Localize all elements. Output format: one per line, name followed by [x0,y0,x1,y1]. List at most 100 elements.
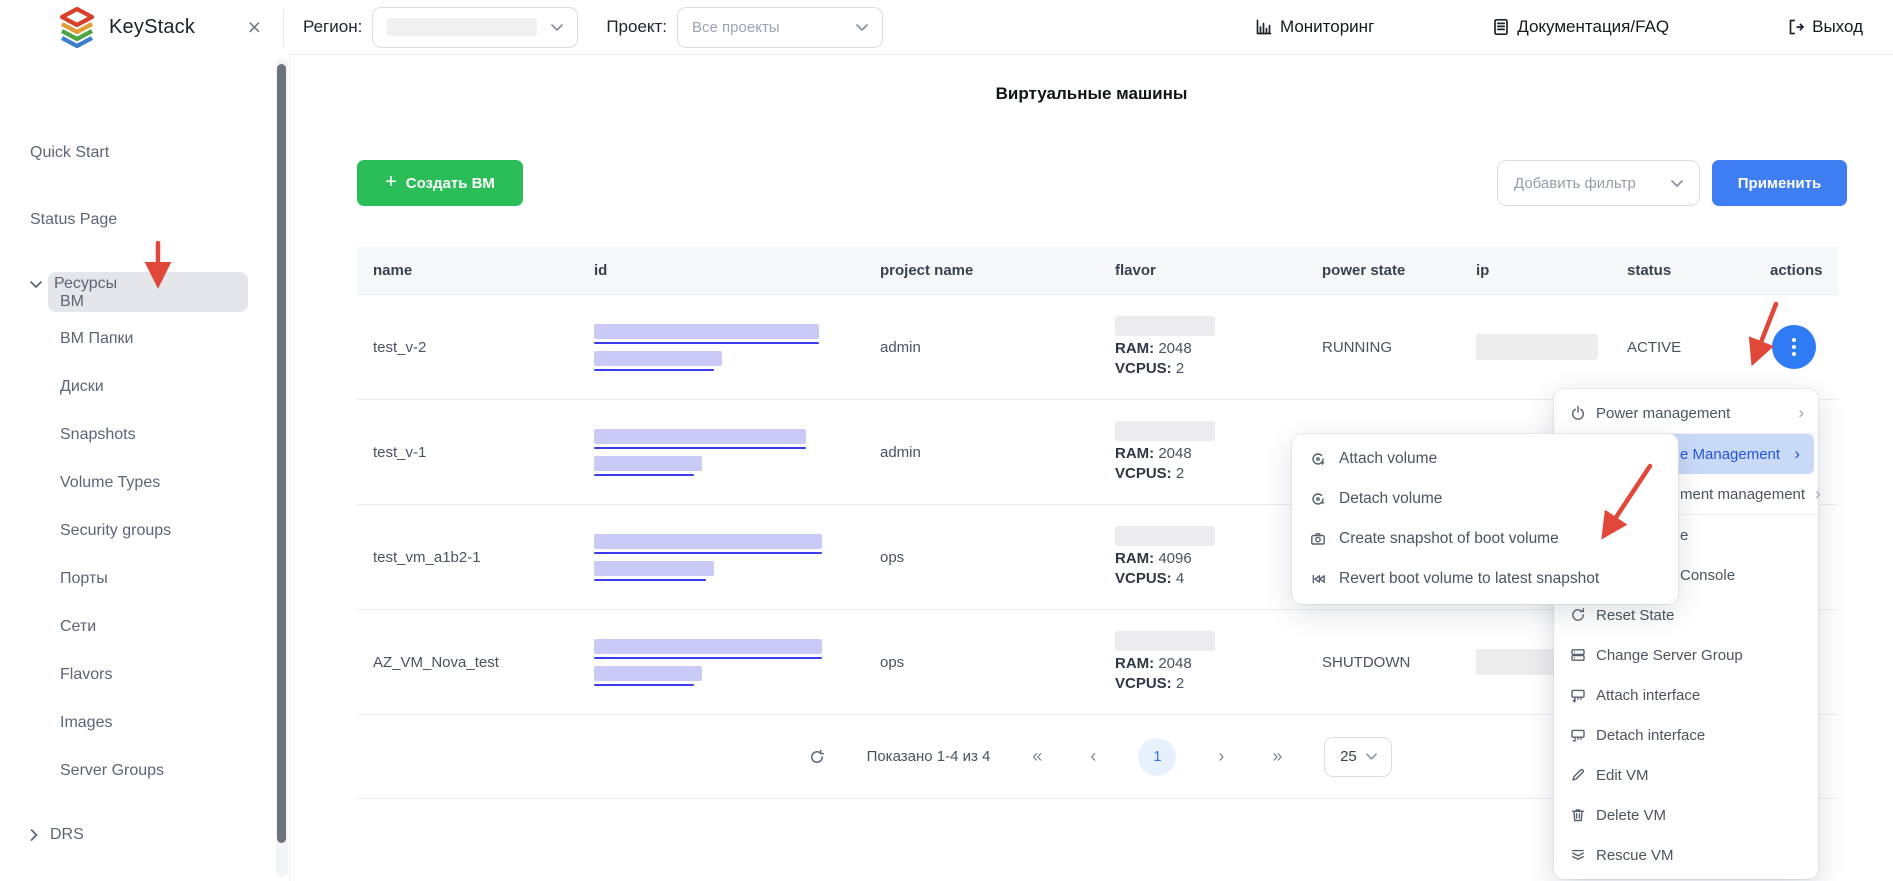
vm-id-link-redacted[interactable] [594,323,864,344]
pagination-current-page[interactable]: 1 [1138,737,1177,776]
menu-item-hidden[interactable]: e [1554,515,1818,555]
brand-name: KeyStack [109,15,196,38]
chevron-down-icon [30,280,42,288]
vm-id-link-redacted[interactable] [594,638,864,659]
sidebar-group-drs[interactable]: DRS [30,826,84,844]
nav-docs-label: Документация/FAQ [1517,17,1670,36]
sidebar-item-label: Images [60,714,113,731]
chevron-right-icon: › [1815,484,1821,503]
sidebar-group-resources[interactable]: Ресурсы [30,275,117,293]
menu-item-attach-interface[interactable]: Attach interface [1554,675,1818,715]
sidebar-item-images[interactable]: Images [60,714,112,732]
sidebar-item-quick-start[interactable]: Quick Start [30,144,109,162]
vm-power-state: RUNNING [1322,338,1392,356]
nav-logout[interactable]: Выход [1787,17,1863,37]
submenu-item-label: Detach volume [1339,490,1443,507]
region-select[interactable] [372,6,579,48]
sidebar-scrollbar-thumb[interactable] [277,64,286,843]
vm-id-link-redacted[interactable] [594,560,864,581]
col-power-state: power state [1322,262,1406,279]
menu-item-edit-vm[interactable]: Edit VM [1554,755,1818,795]
apply-button[interactable]: Применить [1712,160,1847,206]
vm-id-link-redacted[interactable] [594,665,864,686]
menu-item-change-server-group[interactable]: Change Server Group [1554,635,1818,675]
chevron-right-icon: › [1798,403,1804,422]
vm-power-state: SHUTDOWN [1322,653,1411,671]
menu-item-label: e Management [1680,445,1781,463]
vm-id-link-redacted[interactable] [594,428,864,449]
menu-item-label: Console [1680,566,1736,584]
sidebar-item-flavors[interactable]: Flavors [60,666,112,684]
region-value-redacted [387,18,538,36]
sidebar-item-vm[interactable]: ВМ [60,282,84,322]
sidebar-item-ports[interactable]: Порты [60,570,108,588]
power-icon [1572,405,1584,420]
network-card-minus-icon [1571,729,1585,742]
row-actions-button[interactable] [1772,325,1816,369]
menu-item-label: ment management [1680,485,1806,503]
flavor-name-redacted [1115,630,1215,651]
menu-item-label: Change Server Group [1596,646,1743,664]
vm-project: ops [880,653,905,671]
sidebar-item-disks[interactable]: Диски [60,378,104,396]
close-icon[interactable]: × [247,13,261,40]
sidebar-item-snapshots[interactable]: Snapshots [60,426,136,444]
submenu-item-label: Create snapshot of boot volume [1339,530,1559,547]
submenu-item-revert-snapshot[interactable]: Revert boot volume to latest snapshot [1292,559,1678,599]
page-title: Виртуальные машины [995,84,1188,103]
nav-monitoring[interactable]: Мониторинг [1255,17,1374,37]
col-flavor: flavor [1115,262,1156,279]
col-id: id [594,262,608,279]
submenu-item-detach-volume[interactable]: Detach volume [1292,479,1678,519]
menu-item-detach-interface[interactable]: Detach interface [1554,715,1818,755]
col-name: name [373,262,413,279]
project-select-value: Все проекты [692,18,780,36]
pagination-first-button[interactable]: « [1026,745,1048,768]
sidebar-scrollbar[interactable] [276,58,288,877]
nav-monitoring-label: Мониторинг [1279,17,1375,36]
submenu-item-create-snapshot[interactable]: Create snapshot of boot volume [1292,519,1678,559]
submenu-item-attach-volume[interactable]: Attach volume [1292,439,1678,479]
vm-flavor-cell: RAM: 2048 VCPUS: 2 [1099,420,1306,484]
create-vm-button[interactable]: + Создать ВМ [357,160,523,206]
sidebar-item-vm-folders[interactable]: ВМ Папки [60,330,133,348]
menu-item-deployment-management[interactable]: ment management › [1554,474,1821,514]
menu-item-rescue-vm[interactable]: Rescue VM [1554,835,1818,875]
vm-id-link-redacted[interactable] [594,533,864,554]
menu-item-power-management[interactable]: Power management › [1554,393,1818,433]
sidebar-item-security-groups[interactable]: Security groups [60,522,171,540]
vm-name: AZ_VM_Nova_test [373,653,499,671]
sidebar-item-status-page[interactable]: Status Page [30,211,117,229]
ram-value: 2048 [1158,339,1192,357]
nav-docs[interactable]: Документация/FAQ [1492,17,1669,37]
add-filter-placeholder: Добавить фильтр [1514,174,1636,192]
menu-item-reset-state[interactable]: Reset State [1554,595,1818,635]
vm-flavor-cell: RAM: 2048 VCPUS: 2 [1099,315,1306,379]
pagination-next-button[interactable]: › [1212,745,1230,768]
menu-item-delete-vm[interactable]: Delete VM [1554,795,1818,835]
vm-status: ACTIVE [1627,338,1682,356]
page-size-select[interactable]: 25 [1324,736,1393,777]
vcpus-value: 2 [1175,464,1185,482]
add-filter-select[interactable]: Добавить фильтр [1497,160,1700,206]
pagination-last-button[interactable]: » [1266,745,1288,768]
pagination: Показано 1-4 из 4 « ‹ 1 › » 25 [357,715,1838,799]
sidebar-item-label: Quick Start [30,144,110,161]
sidebar-item-label: Volume Types [60,474,161,491]
pagination-prev-button[interactable]: ‹ [1084,745,1102,768]
col-actions: actions [1770,262,1823,279]
vm-id-link-redacted[interactable] [594,455,864,476]
sidebar-item-volume-types[interactable]: Volume Types [60,474,160,492]
project-select[interactable]: Все проекты [677,6,884,48]
menu-item-label: Power management [1596,404,1731,422]
sidebar-item-networks[interactable]: Сети [60,618,96,636]
refresh-button[interactable] [803,748,831,766]
nav-logout-label: Выход [1812,17,1863,36]
vm-name: test_v-1 [373,443,427,461]
vm-id-link-redacted[interactable] [594,350,864,371]
logout-icon [1789,19,1804,35]
flavor-name-redacted [1115,525,1215,546]
menu-item-console[interactable]: Console [1554,555,1818,595]
sidebar-item-server-groups[interactable]: Server Groups [60,762,164,780]
rescue-stack-icon [1572,849,1584,860]
